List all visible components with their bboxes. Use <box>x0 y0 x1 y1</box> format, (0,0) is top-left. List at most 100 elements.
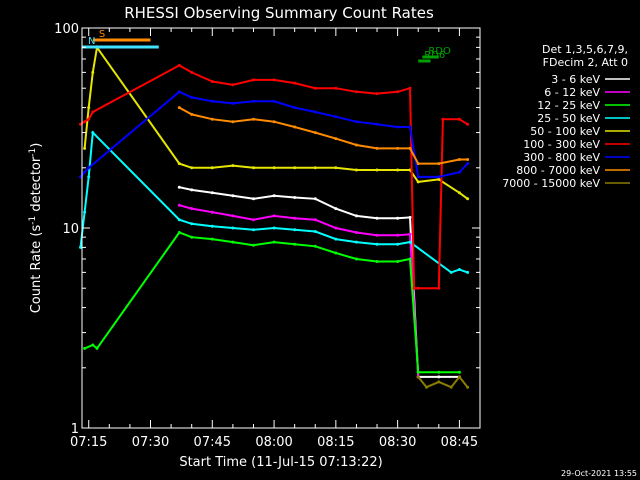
data-point <box>334 207 338 211</box>
data-point <box>334 137 338 141</box>
data-point <box>210 80 214 83</box>
data-point <box>457 170 461 174</box>
data-point <box>79 175 82 179</box>
data-point <box>190 188 194 192</box>
data-point <box>375 242 379 246</box>
data-point <box>334 251 338 255</box>
data-point <box>177 106 181 110</box>
data-point <box>87 106 91 110</box>
data-point <box>190 70 194 74</box>
data-point <box>457 268 461 271</box>
x-tick-label: 07:45 <box>194 435 231 450</box>
data-point <box>272 194 276 198</box>
legend-entry: 6 - 12 keV <box>544 86 630 99</box>
x-tick-label: 08:00 <box>255 435 292 450</box>
flag-label: N <box>88 36 95 47</box>
legend-label: 800 - 7000 keV <box>516 164 600 177</box>
data-point <box>231 226 235 230</box>
data-point <box>408 215 412 219</box>
series-6 <box>79 90 470 179</box>
data-point <box>231 164 235 168</box>
series-line <box>179 204 420 377</box>
data-point <box>437 162 441 166</box>
data-point <box>466 385 470 389</box>
data-point <box>416 162 420 166</box>
data-point <box>210 99 214 103</box>
data-point <box>466 158 470 161</box>
data-point <box>354 214 358 218</box>
data-point <box>334 237 338 241</box>
series-8 <box>416 375 470 389</box>
data-point <box>79 122 82 126</box>
data-point <box>375 168 379 172</box>
y-axis-label: Count Rate (s-1 detector-1) <box>28 143 44 314</box>
legend-label: 6 - 12 keV <box>544 86 600 99</box>
data-point <box>313 131 317 135</box>
series-7 <box>177 106 470 166</box>
data-point <box>83 210 87 214</box>
data-point <box>91 70 95 74</box>
data-point <box>408 232 412 236</box>
legend-entry: 3 - 6 keV <box>551 73 630 86</box>
legend-entry: 100 - 300 keV <box>523 138 630 151</box>
data-point <box>457 370 461 374</box>
data-point <box>177 218 181 222</box>
data-point <box>272 99 276 103</box>
data-point <box>313 166 317 170</box>
data-point <box>190 207 194 211</box>
data-point <box>354 168 358 172</box>
data-point <box>354 120 358 124</box>
data-point <box>177 185 181 189</box>
data-point <box>354 143 358 147</box>
data-point <box>334 115 338 119</box>
data-point <box>95 346 99 350</box>
data-point <box>313 197 317 201</box>
data-point <box>396 90 400 94</box>
data-point <box>293 242 297 246</box>
data-point <box>457 375 461 379</box>
series-3 <box>79 130 470 274</box>
data-point <box>210 210 214 214</box>
legend-entry: 800 - 7000 keV <box>516 164 630 177</box>
data-point <box>334 226 338 230</box>
data-point <box>210 117 214 121</box>
data-point <box>177 162 181 166</box>
y-axis-label-main: Count Rate (s <box>29 225 44 314</box>
data-point <box>293 81 297 85</box>
data-point <box>272 166 276 170</box>
legend-entry: 12 - 25 keV <box>537 99 630 112</box>
data-point <box>252 218 255 222</box>
data-point <box>252 228 255 232</box>
data-point <box>416 370 420 374</box>
data-point <box>83 120 87 124</box>
data-point <box>425 385 428 389</box>
series-2 <box>83 231 461 374</box>
legend-entry: 25 - 50 keV <box>537 112 630 125</box>
data-point <box>190 235 194 239</box>
data-point <box>457 191 461 195</box>
data-point <box>466 122 470 126</box>
data-point <box>354 90 358 94</box>
data-point <box>91 343 95 347</box>
data-point <box>408 257 412 261</box>
data-point <box>412 286 416 290</box>
data-point <box>177 231 181 234</box>
legend-label: 50 - 100 keV <box>530 125 600 138</box>
x-tick-label: 08:45 <box>441 435 478 450</box>
series-layer <box>79 44 470 389</box>
data-point <box>408 146 412 150</box>
data-point <box>437 370 441 374</box>
y-axis-label-tail: detector <box>29 156 44 216</box>
data-point <box>408 86 412 90</box>
data-point <box>354 240 358 244</box>
data-point <box>87 175 91 179</box>
x-tick-label: 08:30 <box>379 435 416 450</box>
data-point <box>313 218 317 222</box>
data-point <box>231 214 235 218</box>
legend-entry: 300 - 800 keV <box>523 151 630 164</box>
y-tick-label: 10 <box>62 222 79 237</box>
data-point <box>457 158 461 161</box>
legend: Det 1,3,5,6,7,9, FDecim 2, Att 0 3 - 6 k… <box>502 43 630 190</box>
data-point <box>293 106 297 110</box>
